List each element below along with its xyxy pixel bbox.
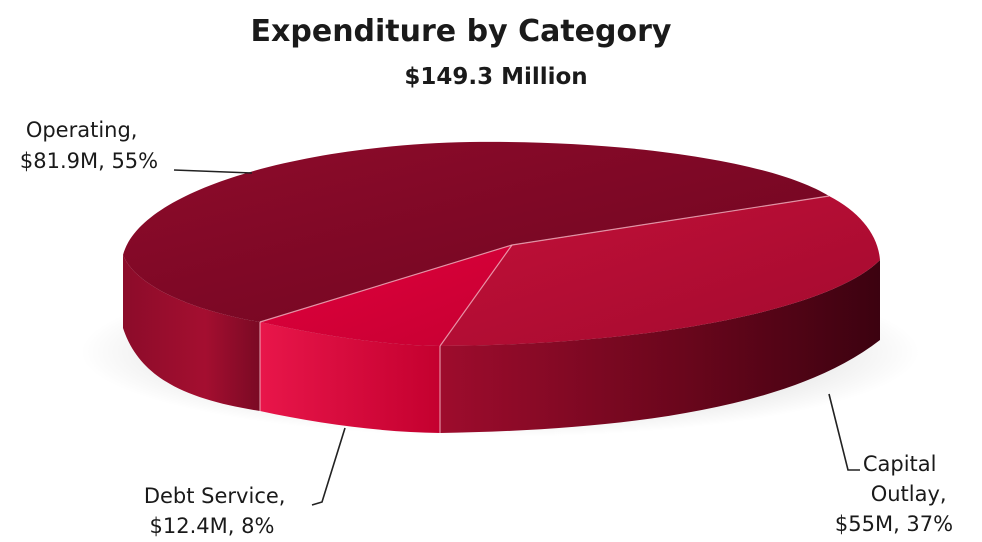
leader-line-debt-service (311, 427, 346, 506)
slice-label-debt-service-line2: $12.4M, 8% (150, 514, 275, 538)
chart-title: Expenditure by Category (251, 14, 672, 49)
slice-label-operating: Operating, $81.9M, 55% (20, 118, 158, 173)
chart-subtitle: $149.3 Million (404, 64, 587, 90)
slice-label-capital-outlay-line2: Outlay, (871, 482, 947, 506)
slice-label-operating-line2: $81.9M, 55% (20, 149, 158, 173)
pie-tops (123, 141, 880, 347)
slice-label-capital-outlay-line3: $55M, 37% (835, 512, 953, 536)
leader-line-capital-outlay (828, 393, 860, 471)
pie-slice-debt-service (260, 245, 512, 346)
slice-label-capital-outlay-line1: Capital (863, 452, 937, 476)
pie-slice-capital-outlay (440, 196, 880, 346)
slice-label-debt-service-line1: Debt Service, (144, 484, 286, 508)
pie-slice-operating (123, 141, 829, 322)
slice-label-capital-outlay: Capital Outlay, $55M, 37% (835, 452, 953, 536)
pie-side-capital-outlay (440, 260, 880, 433)
pie-side-operating (123, 255, 260, 411)
slice-label-debt-service: Debt Service, $12.4M, 8% (144, 484, 292, 538)
pie-side-debt-service (260, 322, 440, 433)
leader-lines (173, 169, 860, 506)
leader-line-operating (173, 169, 253, 174)
pie-sides (123, 255, 880, 433)
slice-label-operating-line1: Operating, (26, 118, 138, 142)
